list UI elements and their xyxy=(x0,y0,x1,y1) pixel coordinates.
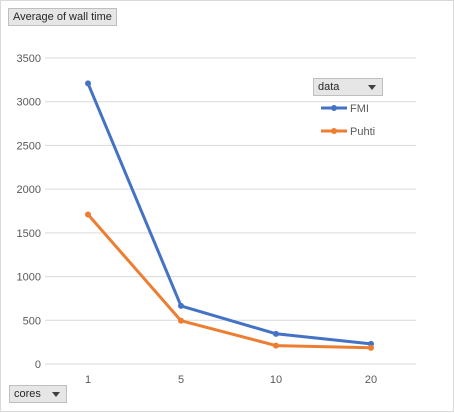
data-point-puhti xyxy=(273,342,279,349)
y-tick-label: 2000 xyxy=(17,184,41,196)
y-tick-label: 500 xyxy=(23,315,41,327)
values-field-label: Average of wall time xyxy=(13,11,112,23)
legend-marker-puhti xyxy=(331,128,337,134)
gridlines xyxy=(45,57,416,365)
y-tick-label: 1000 xyxy=(17,272,41,284)
data-point-fmi xyxy=(273,330,279,337)
legend-label-fmi: FMI xyxy=(350,103,369,115)
chevron-down-icon xyxy=(52,392,60,397)
series-line-fmi xyxy=(86,81,373,346)
x-tick-label: 1 xyxy=(85,374,91,386)
legend-field-label: data xyxy=(318,81,340,93)
axis-field-label: cores xyxy=(14,388,41,400)
chevron-down-icon xyxy=(368,85,376,90)
series-line-puhti xyxy=(86,213,373,350)
x-axis-tick-labels: 1 5 10 20 xyxy=(85,374,377,386)
y-tick-label: 0 xyxy=(35,359,41,371)
x-tick-label: 5 xyxy=(178,374,184,386)
data-point-puhti xyxy=(178,317,184,324)
y-tick-label: 3000 xyxy=(17,97,41,109)
y-axis-tick-labels: 0 500 1000 1500 2000 2500 3000 3500 xyxy=(17,53,41,371)
axis-field-filter-button[interactable]: cores xyxy=(9,385,67,403)
legend-field-filter-button[interactable]: data xyxy=(313,78,383,96)
values-field-button[interactable]: Average of wall time xyxy=(8,8,117,26)
legend-marker-fmi xyxy=(331,105,337,111)
y-tick-label: 3500 xyxy=(17,53,41,65)
data-point-fmi xyxy=(85,80,91,87)
data-point-puhti xyxy=(85,211,91,218)
data-point-puhti xyxy=(368,344,374,351)
x-tick-label: 10 xyxy=(270,374,282,386)
legend: FMI Puhti xyxy=(321,103,375,138)
series-lines xyxy=(85,80,374,351)
y-tick-label: 2500 xyxy=(17,140,41,152)
data-point-fmi xyxy=(178,302,184,309)
x-tick-label: 20 xyxy=(365,374,377,386)
y-tick-label: 1500 xyxy=(17,228,41,240)
legend-label-puhti: Puhti xyxy=(350,126,375,138)
